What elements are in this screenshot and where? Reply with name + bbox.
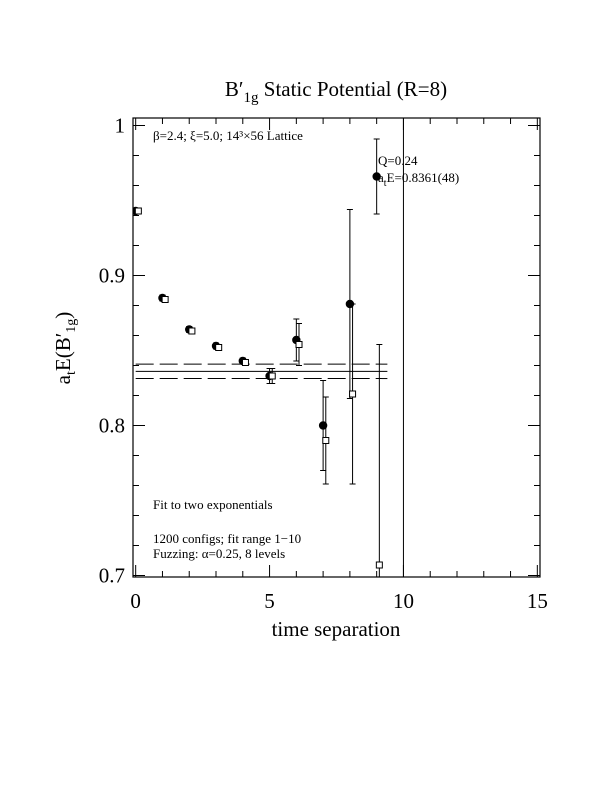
annotation: 1200 configs; fit range 1−10 — [153, 531, 301, 546]
point — [241, 359, 249, 366]
annotation: Fit to two exponentials — [153, 497, 273, 512]
point — [318, 421, 328, 430]
point — [375, 561, 383, 569]
point — [268, 372, 276, 380]
annotation: Fuzzing: α=0.25, 8 levels — [153, 546, 285, 561]
y-tick-label: 0.9 — [99, 264, 125, 288]
y-tick-label: 0.8 — [99, 414, 125, 438]
plot-area — [133, 118, 404, 577]
point — [188, 327, 196, 335]
ylabel-a-sub: t — [64, 371, 79, 375]
y-axis-title: atE(B′1g) — [51, 312, 79, 385]
x-axis-title: time separation — [272, 617, 401, 641]
x-tick-label: 15 — [527, 589, 548, 613]
point — [134, 207, 142, 215]
point — [372, 172, 381, 181]
annotation: Q=0.24 — [378, 153, 418, 168]
y-tick-label: 1 — [115, 114, 126, 138]
title-sub: 1g — [244, 90, 260, 106]
annotation-part: a — [378, 170, 384, 185]
x-tick-label: 10 — [393, 589, 414, 613]
y-tick-label: 0.7 — [99, 564, 125, 588]
ylabel-a: a — [51, 374, 75, 384]
annotation-sub: t — [384, 178, 387, 189]
point — [161, 296, 169, 303]
point — [349, 390, 357, 398]
x-tick-label: 5 — [264, 589, 275, 613]
ylabel-sub: 1g — [64, 319, 79, 333]
annotation: atE=0.8361(48) — [378, 170, 459, 189]
ylabel-mid: E(B′ — [51, 333, 75, 371]
x-tick-label: 0 — [130, 589, 141, 613]
annotation-part: E=0.8361(48) — [387, 170, 460, 185]
chart-title: B′1g Static Potential (R=8) — [225, 77, 447, 106]
plot-frame — [132, 117, 541, 578]
point — [295, 341, 303, 348]
ylabel-end: ) — [51, 312, 75, 319]
title-rest: Static Potential (R=8) — [259, 77, 448, 101]
title-base: B′ — [225, 77, 244, 101]
annotation: β=2.4; ξ=5.0; 14³×56 Lattice — [153, 128, 303, 143]
point — [322, 437, 330, 444]
point — [215, 344, 223, 351]
